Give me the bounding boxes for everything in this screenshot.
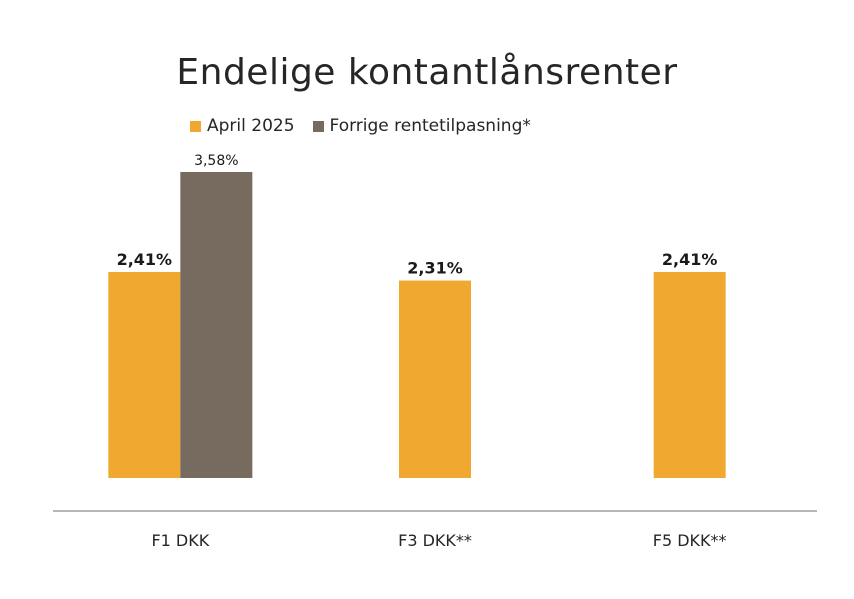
- bar-april-2025-2: [399, 280, 471, 478]
- bar-april-2025-1: [108, 272, 181, 478]
- legend-label-april-2025: April 2025: [207, 116, 295, 136]
- category-label-1: F1 DKK: [151, 531, 209, 550]
- bar-forrige-1: [180, 172, 253, 478]
- data-label-april-2025-2: 2,31%: [407, 259, 463, 278]
- data-label-forrige-1: 3,58%: [194, 153, 238, 169]
- legend-swatch-forrige: [312, 120, 324, 132]
- category-label-3: F5 DKK**: [653, 531, 727, 550]
- legend-item-april-2025: April 2025: [190, 116, 295, 136]
- data-label-april-2025-1: 2,41%: [117, 250, 173, 269]
- bar-april-2025-3: [653, 272, 726, 478]
- category-label-2: F3 DKK**: [398, 531, 472, 550]
- legend-swatch-april-2025: [190, 120, 201, 132]
- data-label-april-2025-3: 2,41%: [662, 250, 718, 269]
- chart-legend: April 2025 Forrige rentetilpasning*: [190, 116, 549, 136]
- legend-label-forrige: Forrige rentetilpasning*: [329, 116, 531, 136]
- chart-title: Endelige kontantlånsrenter: [176, 52, 678, 93]
- legend-item-forrige: Forrige rentetilpasning*: [312, 116, 531, 136]
